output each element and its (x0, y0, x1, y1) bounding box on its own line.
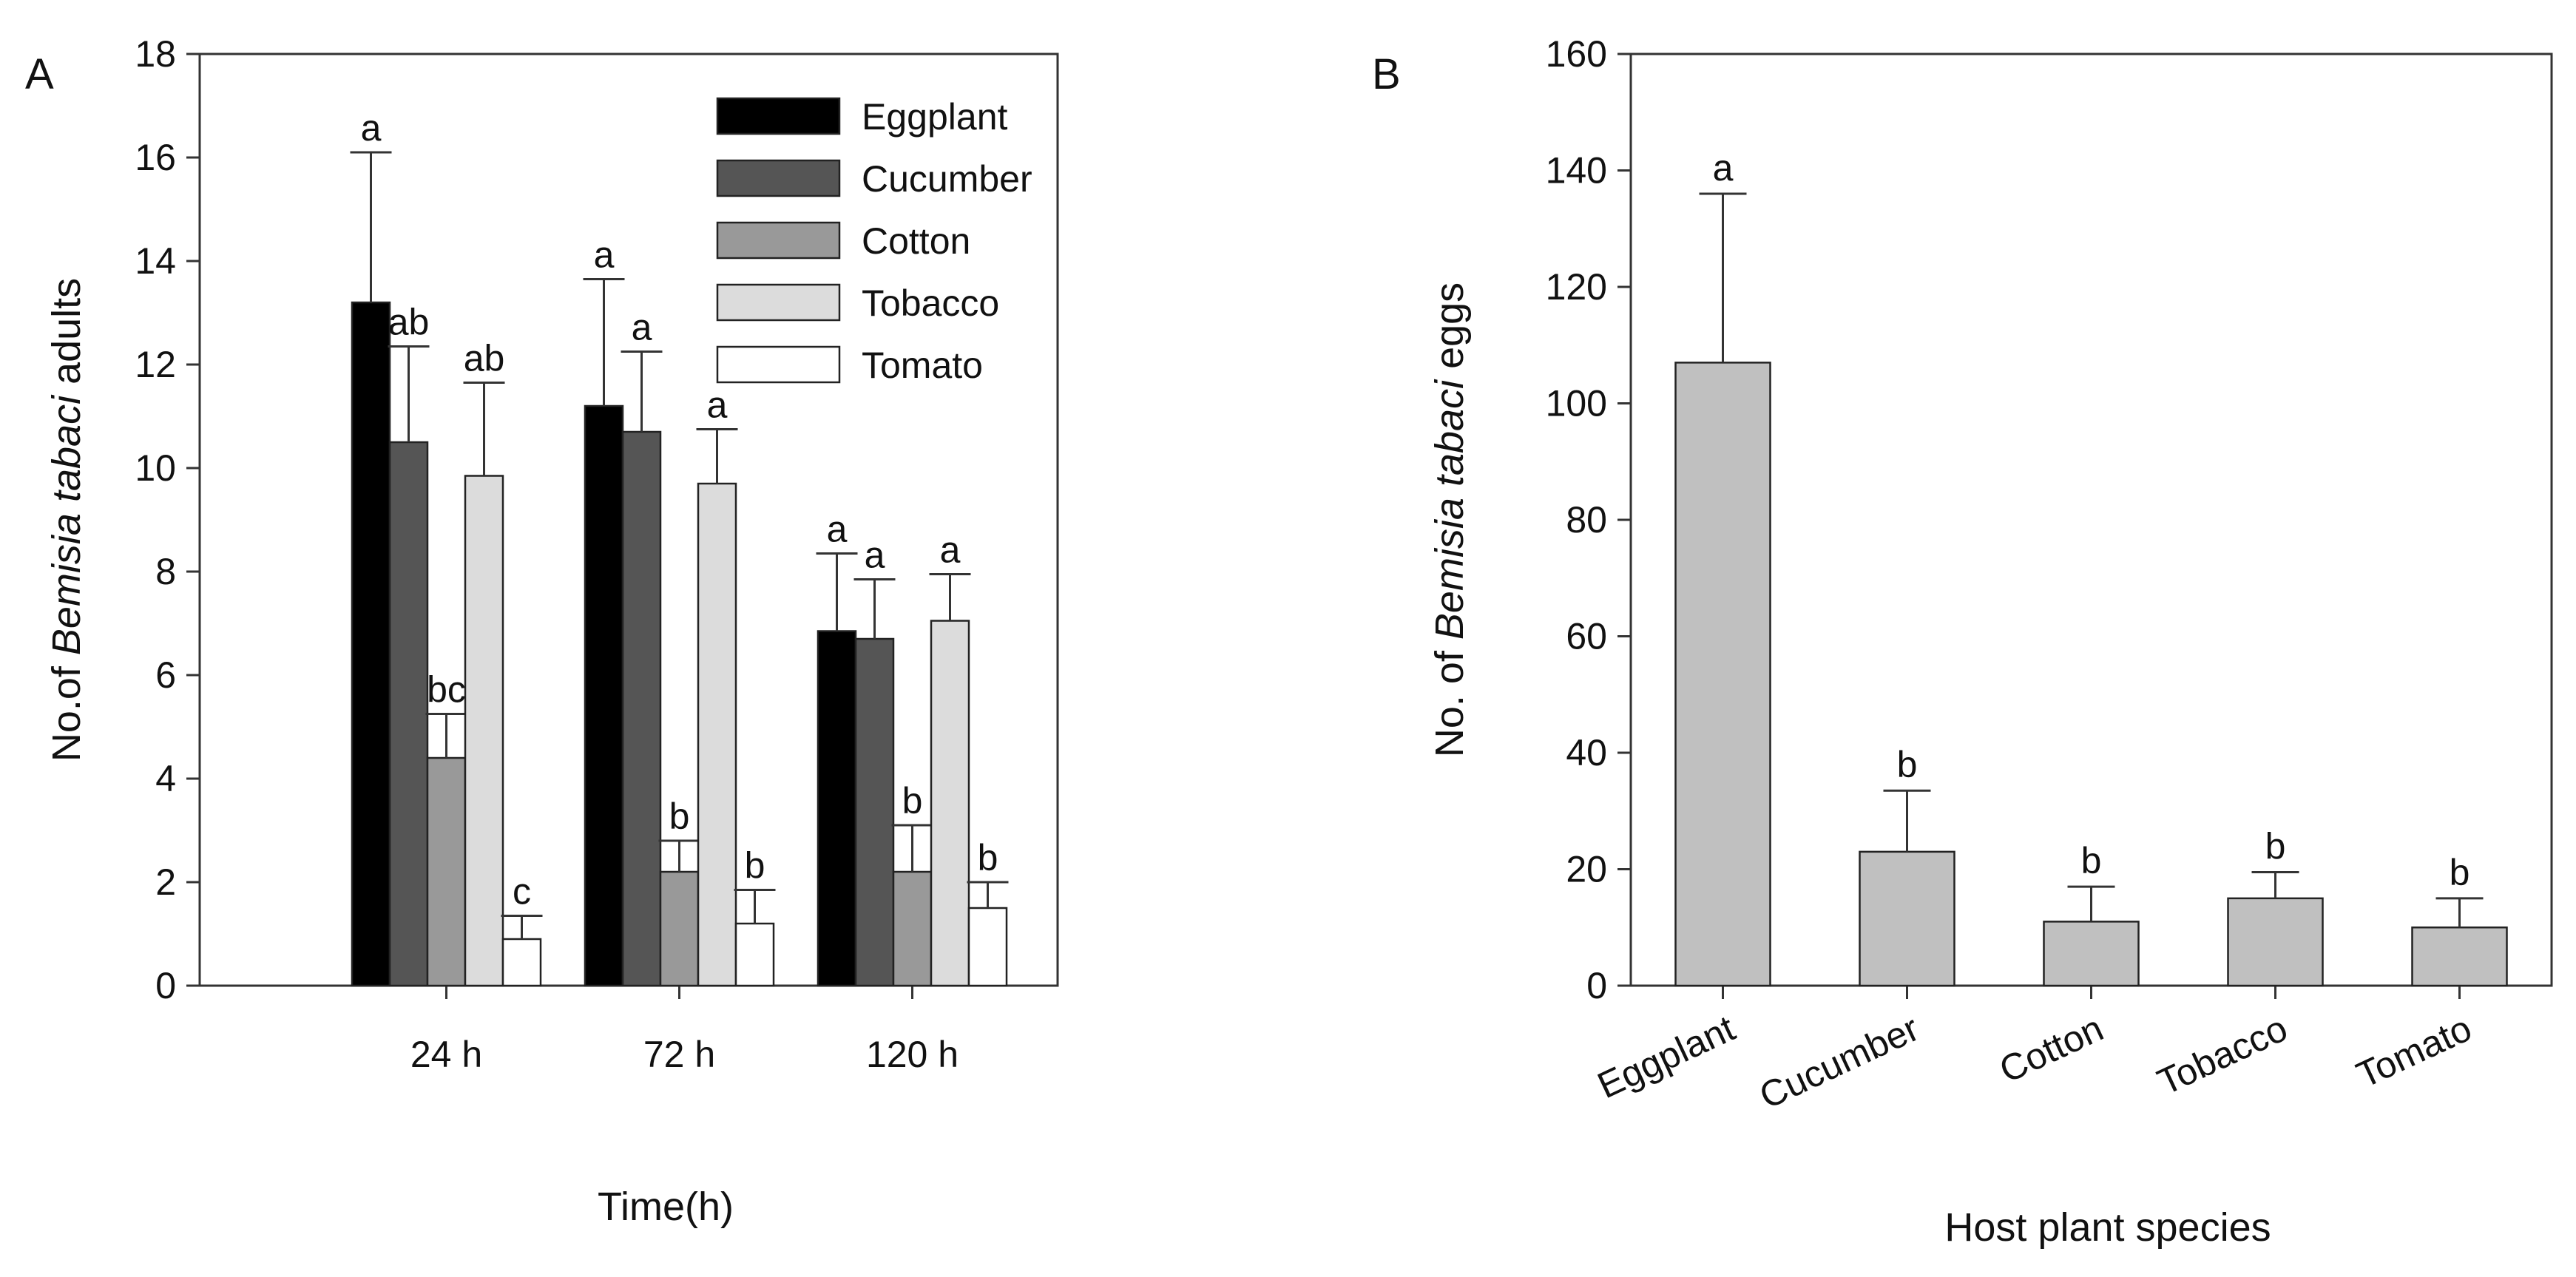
legend-label-tobacco: Tobacco (862, 282, 999, 324)
y-tick-label: 0 (155, 965, 176, 1006)
legend-label-eggplant: Eggplant (862, 96, 1007, 138)
bar-tobacco-24-h-significance-label: ab (464, 338, 505, 379)
y-tick-label: 16 (135, 137, 176, 178)
y-tick-label: 80 (1566, 499, 1607, 541)
bar-tomato-significance-label: b (2450, 852, 2470, 893)
bar-cotton-24-h (426, 756, 467, 987)
y-tick-label: 60 (1566, 616, 1607, 657)
x-tick-label-72-h: 72 h (643, 1034, 715, 1075)
bar-eggplant-120-h-significance-label: a (827, 509, 848, 550)
chart-panel-b: B 0 20 40 60 80 100 120 140 160 Eggplant Cucumber C… (1372, 33, 2553, 1250)
x-tick-label-120-h: 120 h (866, 1034, 959, 1075)
bar-tomato-24-h-significance-label: c (513, 871, 531, 912)
legend-swatch-tomato (716, 345, 841, 384)
bar-cucumber-24-h (388, 441, 429, 987)
bar-cucumber-24-h-significance-label: ab (388, 302, 430, 343)
legend-swatch-eggplant (716, 97, 841, 135)
bar-cotton-120-h-significance-label: b (902, 780, 923, 822)
panel-b-y-axis-title: No. of Bemisia tabaci eggs (1427, 282, 1472, 757)
panel-a-x-axis-title: Time(h) (598, 1185, 734, 1229)
bar-tobacco-72-h (697, 482, 737, 987)
bar-cotton-72-h (659, 870, 700, 987)
bar-eggplant (1674, 362, 1771, 987)
legend-swatch-tobacco (716, 283, 841, 322)
y-tick-label: 4 (155, 758, 176, 799)
y-tick-label: 100 (1546, 383, 1607, 424)
x-tick-label-cotton: Cotton (1993, 1007, 2109, 1091)
bar-cotton (2043, 921, 2140, 987)
bar-cotton-significance-label: b (2081, 840, 2102, 881)
y-tick-label: 6 (155, 654, 176, 696)
bar-tobacco-significance-label: b (2265, 825, 2286, 867)
bar-eggplant-24-h-significance-label: a (361, 107, 382, 149)
x-tick-label-eggplant: Eggplant (1592, 1007, 1742, 1106)
bar-eggplant-72-h-significance-label: a (594, 234, 615, 276)
bar-eggplant-significance-label: a (1713, 147, 1734, 189)
bar-tomato (2411, 927, 2508, 987)
panel-a-axis-ticks: 0 2 4 6 8 10 12 14 16 18 24 h 72 h 120 h (135, 33, 959, 1075)
panel-a-legend: Eggplant Cucumber Cotton Tobacco Tomato (716, 96, 1032, 386)
y-tick-label: 160 (1546, 33, 1607, 75)
panel-a-y-axis-title: No.of Bemisia tabaci adults (44, 278, 89, 762)
bar-tobacco-24-h (464, 475, 504, 987)
bar-cucumber-120-h-significance-label: a (865, 535, 885, 576)
x-tick-label-24-h: 24 h (410, 1034, 482, 1075)
legend-label-tomato: Tomato (862, 345, 983, 386)
y-tick-label: 40 (1566, 732, 1607, 773)
x-tick-label-tobacco: Tobacco (2151, 1007, 2293, 1102)
y-tick-label: 18 (135, 33, 176, 75)
legend-label-cotton: Cotton (862, 220, 970, 262)
bar-tomato-72-h-significance-label: b (745, 845, 765, 887)
y-tick-label: 12 (135, 344, 176, 385)
y-tick-label: 14 (135, 240, 176, 282)
y-tick-label: 0 (1586, 965, 1607, 1006)
bar-tomato-120-h-significance-label: b (978, 837, 998, 878)
bar-tomato-24-h (501, 938, 542, 987)
bar-eggplant-120-h (817, 630, 857, 987)
y-tick-label: 10 (135, 447, 176, 489)
y-tick-label: 140 (1546, 150, 1607, 192)
y-tick-label: 20 (1566, 849, 1607, 890)
panel-b-x-axis-title: Host plant species (1944, 1205, 2271, 1250)
bar-eggplant-72-h (584, 404, 624, 987)
bar-tomato-120-h (967, 907, 1008, 987)
bar-cucumber-72-h (621, 430, 662, 987)
bar-cucumber-120-h (854, 637, 895, 987)
bar-cucumber-72-h-significance-label: a (632, 307, 652, 348)
bar-tobacco-72-h-significance-label: a (707, 385, 728, 426)
legend-label-cucumber: Cucumber (862, 158, 1032, 200)
panel-a-label: A (25, 50, 54, 98)
bar-tobacco-120-h (930, 620, 970, 987)
y-tick-label: 120 (1546, 266, 1607, 308)
y-tick-label: 2 (155, 861, 176, 903)
x-tick-label-tomato: Tomato (2350, 1007, 2478, 1096)
x-tick-label-cucumber: Cucumber (1753, 1007, 1925, 1117)
bar-cucumber (1859, 850, 1955, 987)
legend-swatch-cucumber (716, 159, 841, 197)
bar-tobacco-120-h-significance-label: a (940, 529, 961, 571)
panel-b-bars: a b b b b (1674, 147, 2508, 987)
bar-tomato-72-h (734, 922, 775, 987)
panel-b-label: B (1372, 50, 1401, 98)
bar-eggplant-24-h (351, 301, 391, 987)
bar-tobacco (2227, 897, 2324, 987)
bar-cotton-120-h (892, 870, 933, 987)
bar-cotton-24-h-significance-label: bc (427, 669, 466, 711)
legend-swatch-cotton (716, 221, 841, 260)
bar-cotton-72-h-significance-label: b (669, 796, 690, 837)
bar-cucumber-significance-label: b (1897, 744, 1918, 785)
y-tick-label: 8 (155, 551, 176, 592)
